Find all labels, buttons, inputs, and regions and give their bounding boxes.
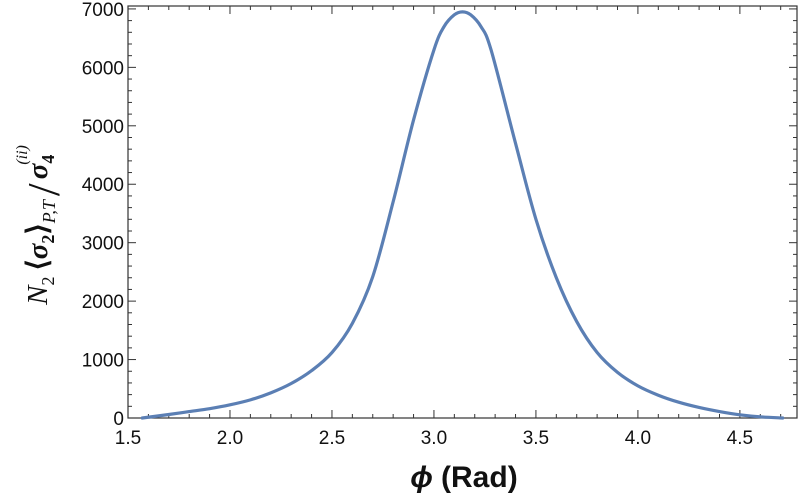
x-axis-unit: (Rad) (441, 461, 518, 494)
x-tick-label: 4.5 (727, 428, 753, 449)
x-tick-label: 2.5 (319, 428, 345, 449)
y-tick-label: 4000 (82, 175, 124, 196)
y-label-bracket-sub: P,T (39, 198, 59, 224)
y-tick-label: 3000 (82, 234, 124, 255)
tick-labels: 1.5 2.0 2.5 3.0 3.5 4.0 4.5 0 1000 2000 3000 4000 50… (82, 0, 753, 449)
y-label-sigma-sub: 2 (38, 235, 58, 244)
y-label-rangle: ⟩ (22, 223, 54, 234)
x-tick-label: 2.0 (217, 428, 243, 449)
x-axis-symbol: ϕ (410, 461, 433, 494)
axes (127, 5, 798, 419)
y-tick-label: 1000 (82, 351, 124, 372)
series-line (140, 10, 785, 420)
y-label-sigma4-sub: 4 (38, 155, 58, 164)
plot-frame (127, 5, 798, 419)
svg-text:N2⟨σ2⟩P,T/σ4(ii): N2⟨σ2⟩P,T/σ4(ii) (14, 145, 69, 306)
y-label-slash: / (18, 183, 69, 196)
x-tick-label: 3.0 (421, 428, 447, 449)
y-label-N: N (22, 284, 54, 306)
y-label-sigma4: σ (22, 162, 54, 179)
x-tick-label: 3.5 (523, 428, 549, 449)
y-label-sigma4-sup: (ii) (14, 145, 31, 165)
y-tick-label: 2000 (82, 292, 124, 313)
y-label-N-sub: 2 (38, 277, 58, 286)
series-layer (140, 10, 785, 420)
y-label-sigma: σ (22, 242, 54, 259)
tick-marks (127, 6, 797, 419)
x-tick-label: 4.0 (625, 428, 651, 449)
y-tick-label: 5000 (82, 117, 124, 138)
y-axis-label: N2⟨σ2⟩P,T/σ4(ii) (14, 145, 69, 306)
y-tick-label: 6000 (82, 58, 124, 79)
x-tick-label: 1.5 (115, 428, 141, 449)
x-axis-label: ϕ (Rad) (410, 461, 517, 494)
y-tick-label: 7000 (82, 0, 124, 21)
y-label-langle: ⟨ (22, 259, 54, 270)
y-tick-label: 0 (113, 409, 124, 430)
